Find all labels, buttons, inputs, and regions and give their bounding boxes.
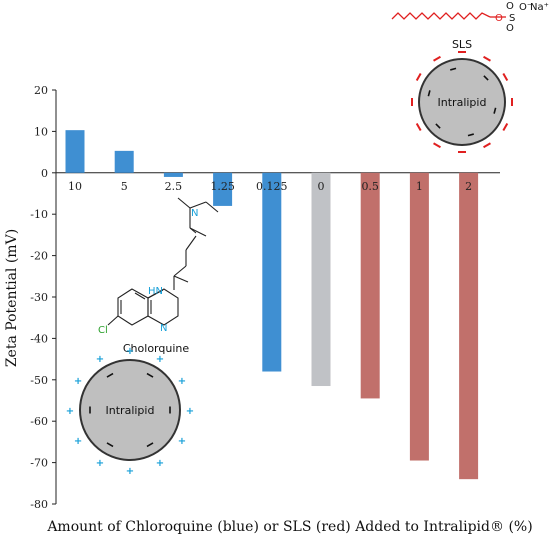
sls-surface-charges [411,51,513,153]
bar-10 [65,130,85,173]
chloroquine-positive-charge: + [126,466,134,477]
sls-inner-charge [450,67,457,71]
category-labels: 10 5 2.5 1.25 0.125 0 0.5 1 2 [68,180,472,193]
sls-oxygen-minus: O⁻ [519,2,532,13]
category-label: 1 [416,180,423,193]
y-tick-label: -40 [30,332,48,345]
y-ticks: 20 10 0 -10 -20 -30 -40 -50 -60 -70 -80 [30,84,56,511]
chloroquine-droplet [79,359,181,461]
category-label: 2.5 [165,180,183,193]
category-label: 0.5 [361,180,379,193]
sls-negative-charge [415,73,422,81]
chloroquine-nh: HN [148,286,163,297]
chloroquine-inner-charge [106,372,114,378]
bar-0.5 [360,172,380,399]
bar-1.25 [213,172,233,206]
y-tick-label: -80 [30,498,48,511]
y-tick-label: -30 [30,291,48,304]
chloroquine-positive-charge: + [126,346,134,357]
y-axis-title: Zeta Potential (mV) [4,229,20,367]
sls-droplet-diagram: Intralipid [411,51,513,153]
sls-oxygen-bottom: O [506,23,514,34]
chloroquine-positive-charge: + [186,406,194,417]
bar-0 [311,172,331,387]
sls-droplet-label: Intralipid [438,96,487,109]
sls-label: SLS [452,38,472,51]
sls-negative-charge [502,73,509,81]
category-label: 0 [318,180,325,193]
sls-oxygen-top: O [506,1,514,12]
chloroquine-positive-charge: + [74,436,82,447]
y-tick-label: -60 [30,415,48,428]
sls-inner-charge [493,107,497,114]
chloroquine-ring-n: N [160,323,167,334]
chloroquine-positive-charge: + [178,436,186,447]
sls-inner-charge [435,123,441,129]
sls-negative-charge [415,123,422,131]
bar-5 [114,150,134,173]
category-label: 2 [465,180,472,193]
chloroquine-positive-charge: + [156,354,164,365]
y-tick-label: -50 [30,374,48,387]
y-tick-label: 20 [34,84,48,97]
chloroquine-amine-n: N [191,208,198,219]
chloroquine-positive-charge: + [96,458,104,469]
sls-oxygen-linker: O [495,13,503,24]
chloroquine-inner-charge [146,372,154,378]
sls-negative-charge [433,55,441,62]
chloroquine-positive-charge: + [156,458,164,469]
sls-inner-charge [427,90,431,97]
category-label: 0.125 [256,180,288,193]
chloroquine-positive-charge: + [66,406,74,417]
bars [65,130,479,480]
chloroquine-droplet-diagram: Intralipid + + + + + + + + + + + + [66,346,194,477]
category-label: 10 [68,180,82,193]
chloroquine-positive-charge: + [96,354,104,365]
bar-2.5 [163,172,183,177]
chloroquine-label: Cholorquine [123,342,189,355]
sls-negative-charge [483,55,491,62]
category-label: 5 [121,180,128,193]
y-tick-label: -70 [30,457,48,470]
chloroquine-surface-charges: + + + + + + + + + + + + [66,346,194,477]
sls-negative-charge [483,142,491,149]
y-tick-label: -10 [30,208,48,221]
sls-molecule: O S O O O⁻ Na⁺ SLS [391,1,549,51]
chloroquine-molecule [107,197,219,326]
sls-inner-charge [483,75,489,81]
sls-negative-charge [502,123,509,131]
bar-0.125 [262,172,282,372]
bar-1 [409,172,429,461]
sls-inner-charge [467,133,474,137]
sls-negative-charge [433,142,441,149]
sls-sodium: Na⁺ [530,2,549,13]
chloroquine-cl: Cl [98,325,108,336]
sls-droplet [418,58,506,146]
chloroquine-droplet-label: Intralipid [106,404,155,417]
chloroquine-inner-charge [146,442,154,448]
y-tick-label: 0 [41,167,48,180]
sls-alkyl-chain [391,12,491,20]
x-axis-title: Amount of Chloroquine (blue) or SLS (red… [46,519,532,535]
category-label: 1.25 [210,180,235,193]
chloroquine-positive-charge: + [178,376,186,387]
y-tick-label: 10 [34,125,48,138]
chloroquine-positive-charge: + [74,376,82,387]
sls-sulfur: S [509,13,515,24]
y-tick-label: -20 [30,250,48,263]
bar-2 [459,172,479,480]
chloroquine-inner-charge [106,442,114,448]
